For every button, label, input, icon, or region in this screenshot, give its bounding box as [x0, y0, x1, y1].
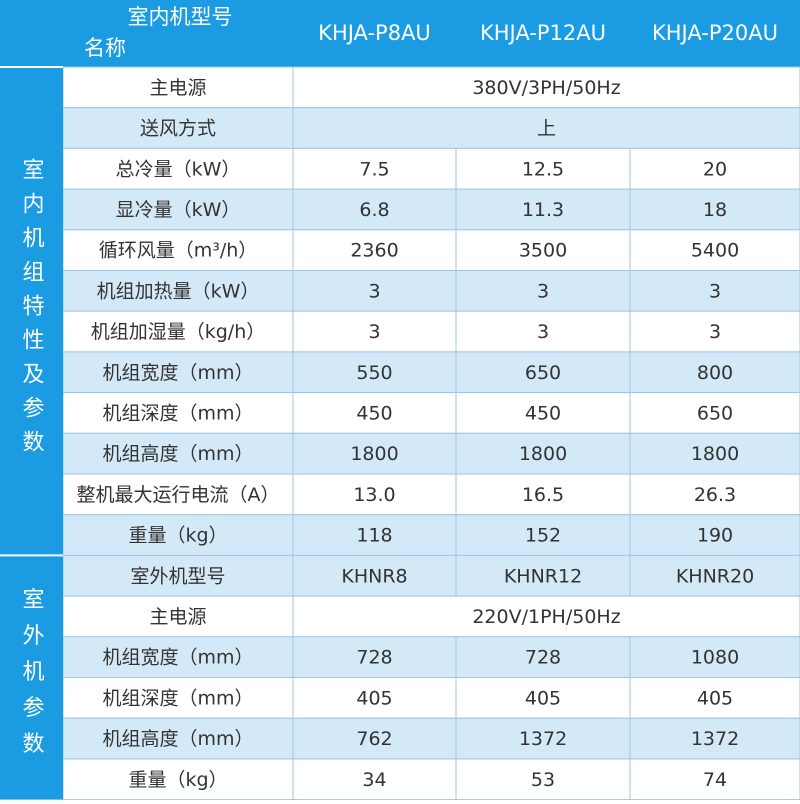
cell-value: 3500 — [519, 240, 567, 262]
cell-value: 380V/3PH/50Hz — [472, 77, 620, 99]
row-name: 机组宽度（mm） — [102, 647, 253, 669]
cell-value: 1800 — [350, 443, 398, 465]
cell-value: 34 — [362, 769, 386, 791]
cell-value: 450 — [525, 402, 561, 424]
cell-value: 13.0 — [353, 484, 395, 506]
cell-value: 3 — [368, 280, 380, 302]
section-bg — [0, 67, 63, 556]
cell-value: 11.3 — [522, 199, 564, 221]
cell-value: KHNR12 — [504, 565, 582, 587]
row-name: 重量（kg） — [128, 769, 227, 791]
cell-value: 1080 — [691, 647, 739, 669]
row-name: 主电源 — [149, 77, 206, 99]
cell-value: 220V/1PH/50Hz — [472, 606, 620, 628]
row-bg — [62, 66, 800, 109]
row-name: 显冷量（kW） — [116, 199, 241, 221]
row-bg — [62, 392, 800, 434]
row-bg — [62, 554, 800, 597]
cell-value: 762 — [356, 728, 392, 750]
cell-value: 3 — [709, 321, 721, 343]
row-bg — [62, 717, 800, 760]
row-name: 机组加湿量（kg/h） — [91, 321, 266, 343]
name-label: 名称 — [84, 36, 126, 60]
model-name: KHJA-P8AU — [318, 21, 431, 45]
row-bg — [62, 677, 800, 719]
section-label: 室内机组特性及参数 — [19, 158, 45, 464]
cell-value: 53 — [531, 769, 555, 791]
cell-value: 550 — [356, 362, 392, 384]
cell-value: 7.5 — [359, 158, 389, 180]
row-name: 机组深度（mm） — [102, 687, 253, 709]
header-bg — [0, 0, 800, 67]
cell-value: 450 — [356, 402, 392, 424]
cell-value: 3 — [709, 280, 721, 302]
cell-value: 405 — [525, 687, 561, 709]
cell-value: 74 — [703, 769, 727, 791]
row-name: 室外机型号 — [130, 565, 225, 587]
cell-value: KHNR8 — [341, 565, 407, 587]
cell-value: 5400 — [691, 240, 739, 262]
section-bg — [0, 555, 63, 800]
cell-value: 190 — [697, 525, 733, 547]
cell-value: 405 — [697, 687, 733, 709]
row-name: 主电源 — [149, 606, 206, 628]
row-bg — [62, 473, 800, 516]
cell-value: 405 — [356, 687, 392, 709]
cell-value: 20 — [703, 158, 727, 180]
row-name: 机组深度（mm） — [102, 402, 253, 424]
row-name: 机组加热量（kW） — [97, 280, 260, 302]
cell-value: 2360 — [350, 240, 398, 262]
row-name: 整机最大运行电流（A） — [77, 484, 280, 506]
model-label: 室内机型号 — [128, 5, 233, 29]
row-name: 重量（kg） — [128, 525, 227, 547]
cell-value: 152 — [525, 525, 561, 547]
cell-value: 1372 — [519, 728, 567, 750]
row-bg — [62, 595, 800, 638]
cell-value: 118 — [356, 525, 392, 547]
section-label: 室外机参数 — [19, 588, 45, 768]
cell-value: 3 — [537, 321, 549, 343]
cell-value: 18 — [703, 199, 727, 221]
row-name: 机组高度（mm） — [102, 728, 253, 750]
row-bg — [62, 147, 800, 190]
row-name: 送风方式 — [140, 118, 216, 140]
cell-value: 650 — [697, 402, 733, 424]
row-name: 机组高度（mm） — [102, 443, 253, 465]
cell-value: 16.5 — [522, 484, 564, 506]
cell-value: 1800 — [691, 443, 739, 465]
cell-value: 3 — [368, 321, 380, 343]
cell-value: 6.8 — [359, 199, 389, 221]
row-name: 循环风量（m³/h） — [99, 240, 258, 262]
cell-value: 26.3 — [694, 484, 736, 506]
model-name: KHJA-P20AU — [652, 21, 778, 45]
row-bg — [62, 514, 800, 556]
cell-value: 650 — [525, 362, 561, 384]
model-name: KHJA-P12AU — [480, 21, 606, 45]
row-name: 总冷量（kW） — [116, 158, 241, 180]
row-name: 机组宽度（mm） — [102, 362, 253, 384]
cell-value: 1372 — [691, 728, 739, 750]
cell-value: 1800 — [519, 443, 567, 465]
cell-value: 3 — [537, 280, 549, 302]
cell-value: 12.5 — [522, 158, 564, 180]
cell-value: 800 — [697, 362, 733, 384]
cell-value: KHNR20 — [676, 565, 754, 587]
row-bg — [62, 432, 800, 475]
cell-value: 728 — [525, 647, 561, 669]
cell-value: 上 — [537, 118, 556, 140]
cell-value: 728 — [356, 647, 392, 669]
row-bg — [62, 351, 800, 394]
